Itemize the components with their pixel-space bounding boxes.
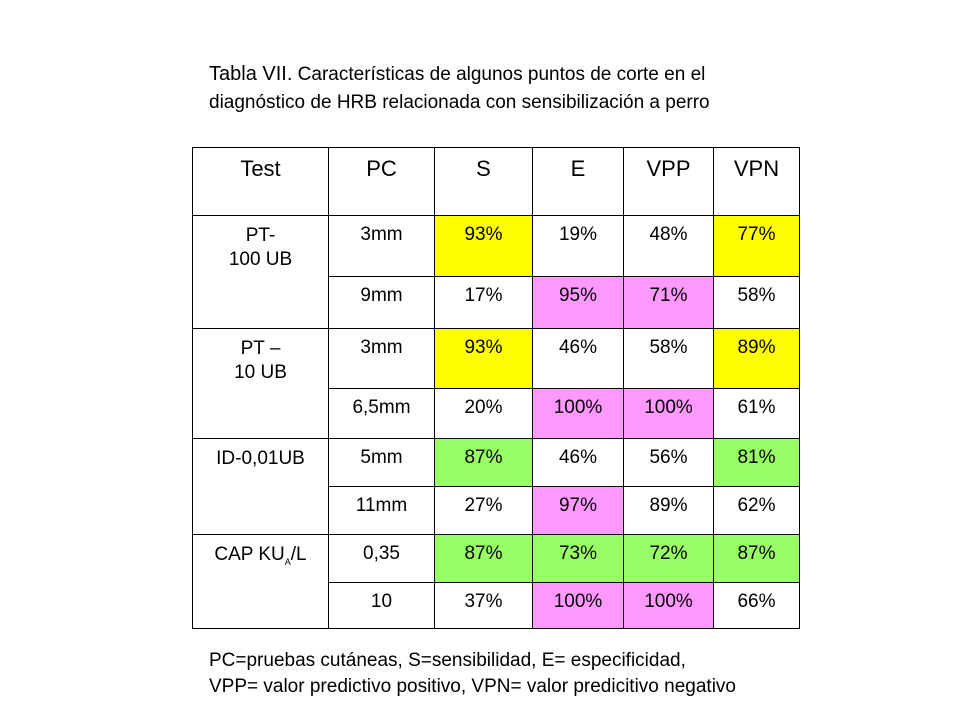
cell-vpp: 56% xyxy=(623,438,714,487)
cell-e: 73% xyxy=(532,534,624,583)
cell-pc: 9mm xyxy=(328,276,435,329)
cell-e: 100% xyxy=(532,582,624,629)
cell-vpp: 89% xyxy=(623,486,714,535)
cell-vpn: 77% xyxy=(713,215,800,277)
title-line-1: Características de algunos puntos de cor… xyxy=(297,64,706,85)
header-s: S xyxy=(434,147,533,216)
cell-pc: 0,35 xyxy=(328,534,435,583)
header-test: Test xyxy=(192,147,329,216)
cell-vpp: 100% xyxy=(623,388,714,439)
cell-vpn: 87% xyxy=(713,534,800,583)
cell-vpp: 71% xyxy=(623,276,714,329)
header-vpn: VPN xyxy=(713,147,800,216)
test-cell-pt10: PT – 10 UB xyxy=(192,328,329,439)
cell-s: 37% xyxy=(434,582,533,629)
test-cell-cap: CAP KUA/L xyxy=(192,534,329,629)
cell-vpp: 58% xyxy=(623,328,714,389)
header-e: E xyxy=(532,147,624,216)
test-label-subscript: A xyxy=(284,556,291,567)
table-row: 9mm 17% 95% 71% 58% xyxy=(193,276,800,329)
table-row: 11mm 27% 97% 89% 62% xyxy=(193,486,800,535)
cell-s: 17% xyxy=(434,276,533,329)
cell-pc: 5mm xyxy=(328,438,435,487)
cell-e: 46% xyxy=(532,438,624,487)
cell-vpn: 61% xyxy=(713,388,800,439)
header-row: Test PC S E VPP VPN xyxy=(192,147,800,216)
cell-s: 87% xyxy=(434,438,533,487)
table-row: PT – 10 UB 3mm 93% 46% 58% 89% xyxy=(192,328,800,439)
cell-pc: 10 xyxy=(328,582,435,629)
table-row: ID-0,01UB 5mm 87% 46% 56% 81% xyxy=(192,438,800,535)
footnote-line-1: PC=pruebas cutáneas, S=sensibilidad, E= … xyxy=(209,650,686,671)
cell-vpn: 66% xyxy=(713,582,800,629)
cell-s: 20% xyxy=(434,388,533,439)
cell-e: 95% xyxy=(532,276,624,329)
test-cell-pt100: PT- 100 UB xyxy=(192,215,329,329)
header-vpp: VPP xyxy=(623,147,714,216)
cell-vpn: 62% xyxy=(713,486,800,535)
cell-pc: 3mm xyxy=(328,215,435,277)
cell-pc: 3mm xyxy=(328,328,435,389)
test-label-line2: 100 UB xyxy=(228,249,293,270)
test-label-line1: ID-0,01UB xyxy=(216,448,305,469)
table-row: PT- 100 UB 3mm 93% 19% 48% 77% xyxy=(192,215,800,329)
cell-e: 46% xyxy=(532,328,624,389)
cell-e: 100% xyxy=(532,388,624,439)
cell-vpn: 81% xyxy=(713,438,800,487)
footnote-line-2: VPP= valor predictivo positivo, VPN= val… xyxy=(209,676,736,697)
table-title: Tabla VII. Características de algunos pu… xyxy=(209,60,829,117)
cell-vpn: 58% xyxy=(713,276,800,329)
header-pc: PC xyxy=(328,147,435,216)
cell-s: 87% xyxy=(434,534,533,583)
test-cell-id: ID-0,01UB xyxy=(192,438,329,535)
test-label-main: CAP KU xyxy=(214,544,285,565)
cell-vpp: 72% xyxy=(623,534,714,583)
footnote: PC=pruebas cutáneas, S=sensibilidad, E= … xyxy=(209,648,849,700)
cell-s: 93% xyxy=(434,328,533,389)
cell-s: 27% xyxy=(434,486,533,535)
test-label-tail: /L xyxy=(290,544,307,565)
cell-vpp: 48% xyxy=(623,215,714,277)
title-line-2: diagnóstico de HRB relacionada con sensi… xyxy=(209,92,710,113)
cell-pc: 11mm xyxy=(328,486,435,535)
cell-pc: 6,5mm xyxy=(328,388,435,439)
cell-vpp: 100% xyxy=(623,582,714,629)
test-label-line1: PT- xyxy=(245,225,276,246)
results-table: Test PC S E VPP VPN PT- 100 UB 3mm 93% 1… xyxy=(192,147,800,629)
table-label: Tabla VII. xyxy=(209,63,293,85)
cell-vpn: 89% xyxy=(713,328,800,389)
table-row: 6,5mm 20% 100% 100% 61% xyxy=(193,388,800,439)
test-label-line1: PT – xyxy=(240,338,281,359)
cell-e: 97% xyxy=(532,486,624,535)
test-label-line2: 10 UB xyxy=(234,362,287,383)
table-row: CAP KUA/L 0,35 87% 73% 72% 87% xyxy=(192,534,800,629)
cell-e: 19% xyxy=(532,215,624,277)
table-row: 10 37% 100% 100% 66% xyxy=(193,582,800,629)
cell-s: 93% xyxy=(434,215,533,277)
